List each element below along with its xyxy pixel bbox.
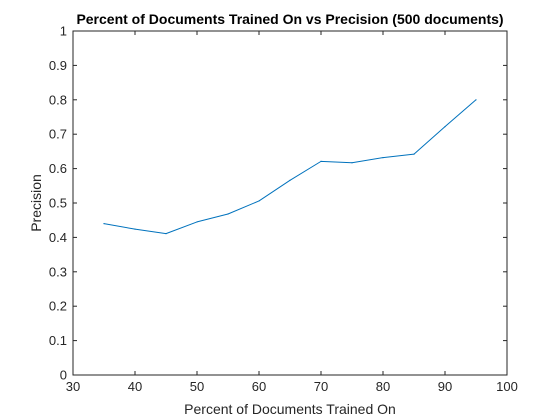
data-point <box>227 213 229 215</box>
x-tick-label: 30 <box>66 379 80 394</box>
data-point <box>289 179 291 181</box>
data-point <box>382 156 384 159</box>
data-point <box>196 221 198 223</box>
data-point <box>475 99 477 101</box>
data-point <box>134 228 136 230</box>
y-tick-label: 0 <box>60 368 67 383</box>
y-axis-label: Precision <box>28 174 44 232</box>
y-tick-label: 0.7 <box>49 127 67 142</box>
x-tick-label: 100 <box>496 379 518 394</box>
x-axis-label: Percent of Documents Trained On <box>184 401 396 417</box>
data-point <box>351 162 353 164</box>
x-tick-label: 60 <box>252 379 266 394</box>
y-tick-label: 0.3 <box>49 264 67 279</box>
data-point <box>103 223 105 225</box>
y-tick-label: 0.5 <box>49 196 67 211</box>
x-tick-label: 80 <box>376 379 390 394</box>
y-tick-label: 0.8 <box>49 92 67 107</box>
data-point <box>320 160 322 162</box>
y-axis: 0 0.1 0.2 0.3 0.4 0.5 0.6 0.7 0.8 0.9 1 <box>49 24 507 383</box>
x-tick-label: 90 <box>438 379 452 394</box>
data-point <box>165 233 167 235</box>
x-tick-label: 40 <box>128 379 142 394</box>
plot-area <box>72 30 508 376</box>
y-tick-label: 0.2 <box>49 299 67 314</box>
series-group <box>103 99 477 235</box>
y-tick-label: 0.1 <box>49 333 67 348</box>
y-tick-label: 1 <box>60 24 67 39</box>
y-tick-label: 0.4 <box>49 230 67 245</box>
data-point <box>444 126 446 128</box>
x-tick-label: 70 <box>314 379 328 394</box>
x-tick-label: 50 <box>190 379 204 394</box>
data-point <box>258 200 260 202</box>
y-tick-label: 0.6 <box>49 161 67 176</box>
x-axis: 30 40 50 60 70 80 90 100 <box>66 31 518 394</box>
chart-title: Percent of Documents Trained On vs Preci… <box>76 11 503 27</box>
data-point <box>413 153 415 155</box>
y-tick-label: 0.9 <box>49 58 67 73</box>
